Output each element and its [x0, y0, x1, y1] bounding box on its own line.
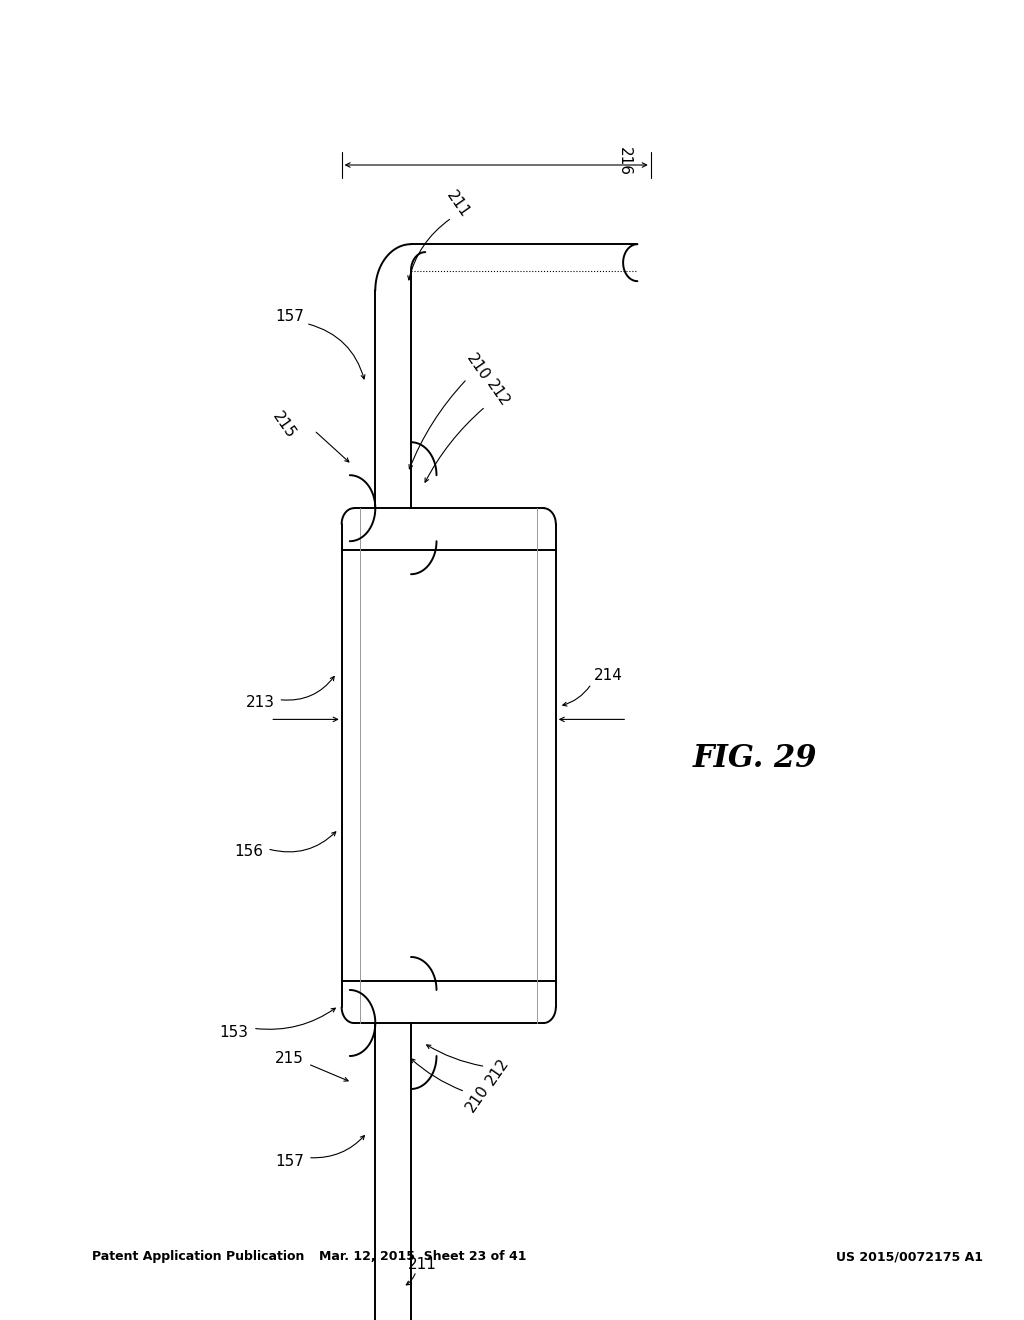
Text: Mar. 12, 2015  Sheet 23 of 41: Mar. 12, 2015 Sheet 23 of 41	[319, 1250, 527, 1263]
Text: 213: 213	[247, 694, 275, 710]
Text: 211: 211	[443, 189, 472, 220]
Text: 157: 157	[275, 1154, 304, 1170]
Text: Patent Application Publication: Patent Application Publication	[92, 1250, 304, 1263]
Text: 157: 157	[275, 309, 304, 325]
Text: 210: 210	[463, 351, 492, 383]
Text: 215: 215	[275, 1051, 304, 1067]
Text: 215: 215	[269, 409, 298, 441]
Text: 211: 211	[408, 1257, 437, 1272]
Text: 214: 214	[594, 668, 623, 684]
Text: 212: 212	[483, 1056, 512, 1088]
Text: 210: 210	[463, 1082, 492, 1114]
Text: 153: 153	[219, 1024, 248, 1040]
Text: 156: 156	[234, 843, 263, 859]
Text: 212: 212	[483, 378, 512, 409]
Text: US 2015/0072175 A1: US 2015/0072175 A1	[837, 1250, 983, 1263]
Text: 216: 216	[617, 147, 632, 176]
Text: FIG. 29: FIG. 29	[692, 743, 817, 775]
